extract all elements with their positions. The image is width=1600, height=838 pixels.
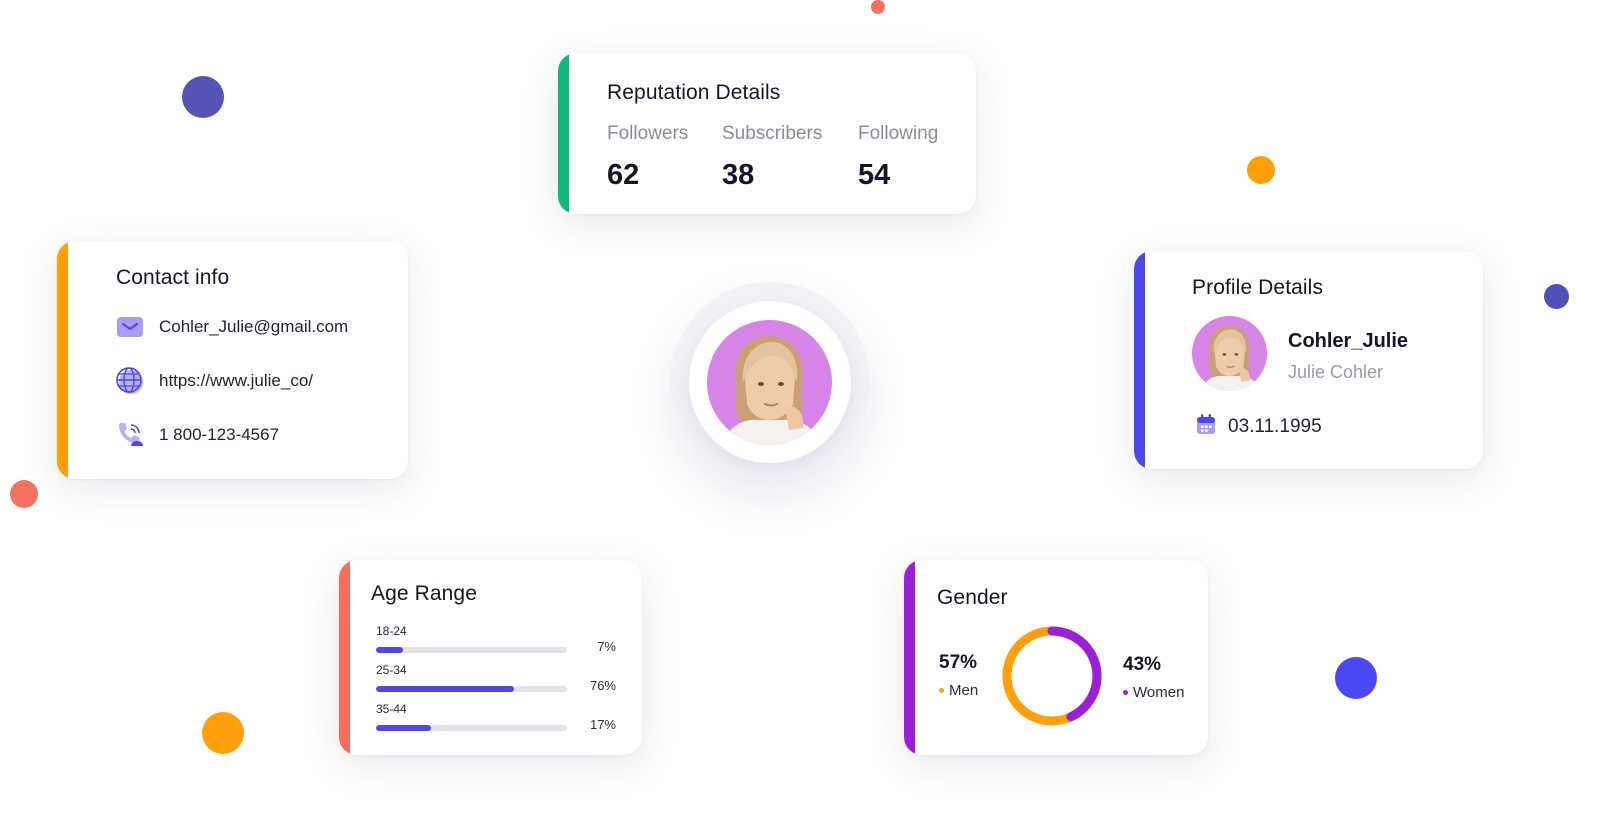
- gender-card: Gender 57% Men 43% Women: [904, 560, 1208, 755]
- age-progress-fill: [376, 725, 432, 731]
- card-accent: [904, 560, 915, 755]
- card-accent: [558, 53, 569, 214]
- stat-label: Subscribers: [722, 123, 823, 144]
- age-range-label: 35-44: [376, 702, 407, 716]
- legend-marker: [1123, 690, 1128, 695]
- stat-following: Following 54: [858, 123, 938, 192]
- contact-email[interactable]: Cohler_Julie@gmail.com: [159, 317, 349, 336]
- profile-username: Cohler_Julie: [1288, 330, 1409, 352]
- decor-dot: [202, 712, 244, 754]
- reputation-title: Reputation Details: [607, 81, 781, 104]
- gender-men-label: Men: [949, 682, 979, 699]
- age-range-percent: 76%: [589, 678, 616, 693]
- globe-icon: [115, 366, 145, 396]
- profile-full-name: Julie Cohler: [1288, 362, 1384, 382]
- profile-title: Profile Details: [1192, 276, 1324, 299]
- stat-label: Followers: [607, 123, 689, 144]
- decor-dot: [1247, 156, 1275, 184]
- decor-dot: [871, 0, 885, 14]
- card-accent: [1134, 251, 1145, 469]
- stat-label: Following: [858, 123, 939, 144]
- reputation-card: Reputation Details Followers 62 Subscrib…: [558, 53, 976, 214]
- gender-men: 57% Men: [939, 652, 978, 699]
- profile-dob-row: 03.11.1995: [1196, 413, 1322, 440]
- age-range-percent: 7%: [597, 639, 616, 654]
- decor-dot: [1335, 657, 1377, 699]
- age-progress-track: [376, 686, 567, 692]
- stat-value: 54: [858, 159, 891, 191]
- mail-icon: [115, 312, 145, 342]
- gender-men-percent: 57%: [939, 652, 978, 673]
- decor-dot: [10, 480, 38, 508]
- contact-email-row[interactable]: Cohler_Julie@gmail.com: [115, 312, 348, 342]
- card-accent: [339, 560, 350, 755]
- legend-women: Women: [1123, 684, 1184, 701]
- gender-women-percent: 43%: [1123, 654, 1162, 675]
- gender-women-label: Women: [1133, 684, 1185, 701]
- gender-women: 43% Women: [1123, 654, 1184, 701]
- stat-followers: Followers 62: [607, 123, 688, 192]
- contact-website[interactable]: https://www.julie_co/: [159, 371, 314, 390]
- card-accent: [57, 241, 68, 479]
- gender-title: Gender: [937, 586, 1008, 609]
- age-range-percent: 17%: [589, 717, 616, 732]
- profile-avatar[interactable]: [1192, 316, 1267, 391]
- age-progress-fill: [376, 647, 403, 653]
- contact-phone[interactable]: 1 800-123-4567: [159, 425, 280, 444]
- age-range-row: 25-34 76%: [376, 663, 616, 693]
- decor-dot: [182, 76, 224, 118]
- age-range-row: 35-44 17%: [376, 702, 616, 732]
- age-title: Age Range: [371, 582, 477, 605]
- age-range-label: 18-24: [376, 624, 407, 638]
- age-range-row: 18-24 7%: [376, 624, 616, 654]
- age-range-label: 25-34: [376, 663, 407, 677]
- contact-card: Contact info Cohler_Julie@gmail.com http…: [57, 241, 408, 479]
- calendar-icon: [1196, 413, 1216, 440]
- age-progress-track: [376, 647, 567, 653]
- age-progress-track: [376, 725, 567, 731]
- gender-donut-chart: [1002, 626, 1102, 726]
- contact-website-row[interactable]: https://www.julie_co/: [115, 366, 313, 396]
- stat-subscribers: Subscribers 38: [722, 123, 822, 192]
- stat-value: 62: [607, 159, 640, 191]
- donut-segment-women: [1002, 626, 1102, 726]
- avatar[interactable]: [707, 320, 832, 445]
- contact-phone-row[interactable]: 1 800-123-4567: [115, 420, 279, 450]
- legend-men: Men: [939, 682, 978, 699]
- legend-marker: [939, 688, 944, 693]
- age-range-card: Age Range 18-24 7% 25-34 76% 35-44 17%: [339, 560, 642, 755]
- phone-icon: [115, 420, 145, 450]
- stat-value: 38: [722, 159, 755, 191]
- profile-dob: 03.11.1995: [1228, 415, 1322, 437]
- contact-title: Contact info: [116, 266, 230, 289]
- age-progress-fill: [376, 686, 514, 692]
- profile-card: Profile Details Cohler_Julie Julie Cohle…: [1134, 251, 1483, 469]
- decor-dot: [1544, 284, 1569, 309]
